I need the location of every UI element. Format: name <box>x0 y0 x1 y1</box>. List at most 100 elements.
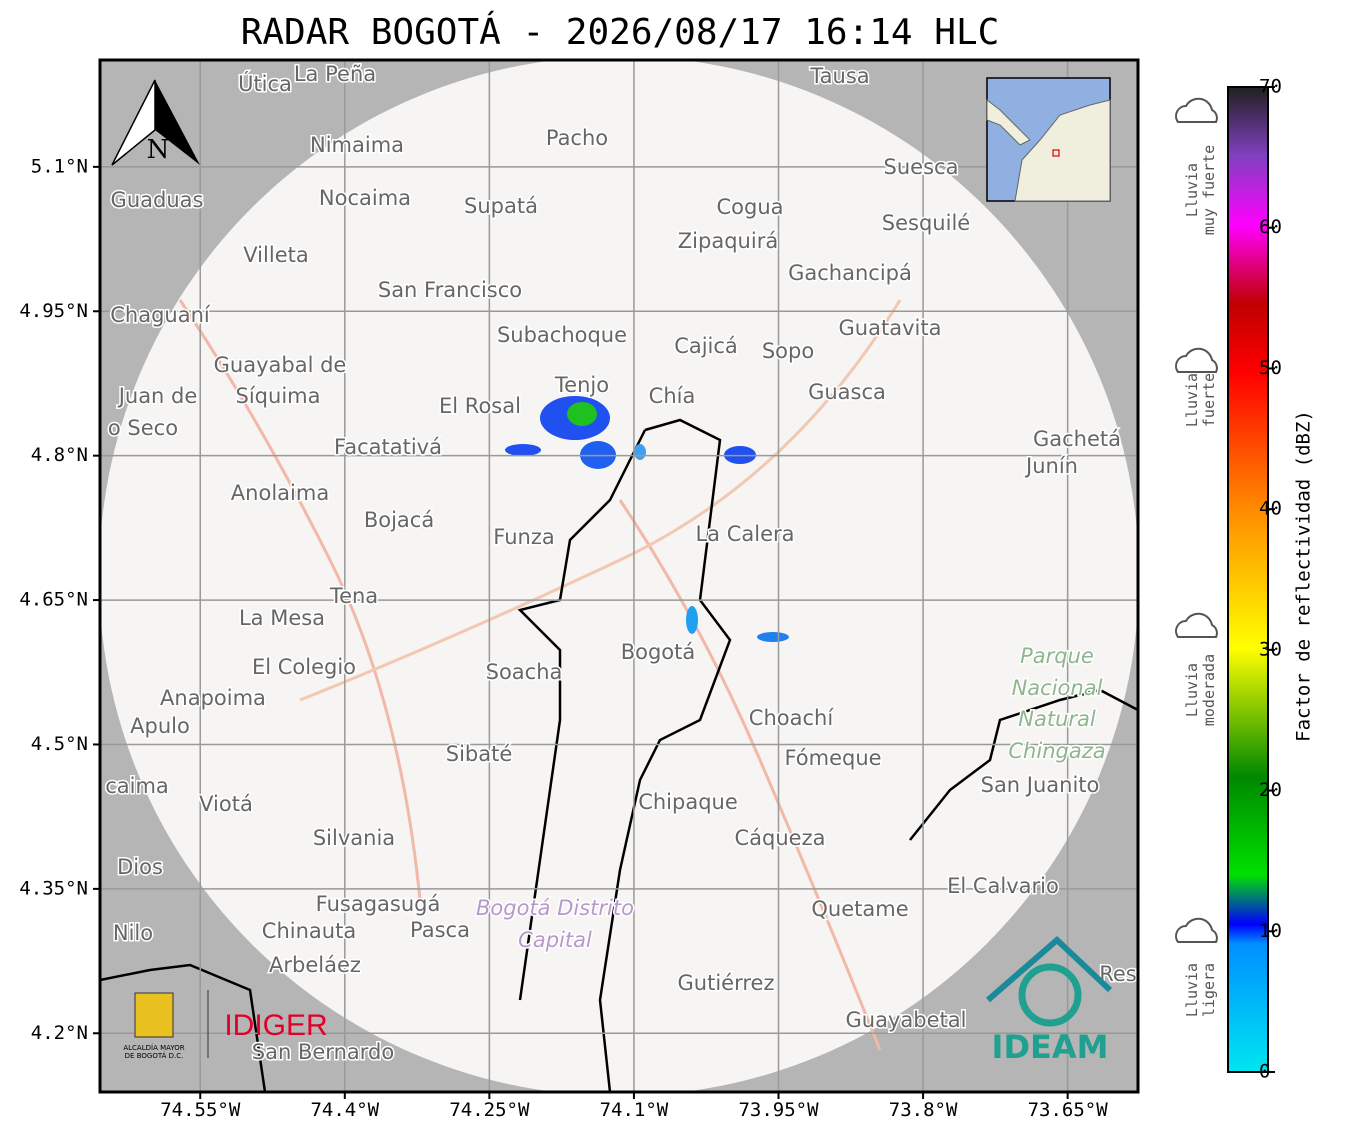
x-tick-label: 73.95°W <box>738 1099 819 1121</box>
place-label: Zipaquirá <box>678 229 778 253</box>
map-frame <box>98 58 1140 1094</box>
park-label: Chingaza <box>1008 739 1105 763</box>
rain-icon <box>1175 612 1218 638</box>
place-label: Fómeque <box>784 746 881 770</box>
x-tick-label: 74.4°W <box>310 1099 379 1121</box>
y-tick-label: 4.95°N <box>19 300 88 322</box>
place-label: Tenjo <box>554 373 609 397</box>
place-label: Sibaté <box>446 742 513 766</box>
colorbar-tick-label: 60 <box>1259 216 1282 238</box>
place-label: Apulo <box>130 714 190 738</box>
place-label: La Mesa <box>239 606 325 630</box>
rain-level: Lluvia muy fuerte <box>1175 97 1218 235</box>
place-label: Nimaima <box>310 133 404 157</box>
place-label: Facatativá <box>334 435 442 459</box>
colorbar <box>1227 86 1269 1073</box>
rain-level-label: Lluvia <box>1183 373 1201 427</box>
colorbar-tick-label: 10 <box>1259 920 1282 942</box>
place-label: La Peña <box>294 62 376 86</box>
rain-level-label: Lluvia <box>1183 663 1201 717</box>
place-label: Tausa <box>809 64 869 88</box>
x-tick-label: 73.65°W <box>1028 1099 1109 1121</box>
place-label: Juan de <box>117 384 198 408</box>
place-label: Sopo <box>762 339 814 363</box>
x-tick-label: 74.55°W <box>160 1099 241 1121</box>
place-label: Chipaque <box>638 790 738 814</box>
park-label: Parque <box>1020 644 1094 668</box>
y-tick-label: 4.35°N <box>19 877 88 899</box>
rain-level: Lluvia fuerte <box>1175 347 1218 427</box>
y-tick-label: 4.5°N <box>31 733 88 755</box>
y-tick-label: 4.65°N <box>19 589 88 611</box>
colorbar-tick-label: 70 <box>1259 76 1282 98</box>
place-label: El Rosal <box>439 394 521 418</box>
place-label: Funza <box>493 525 554 549</box>
place-label: Útica <box>238 71 292 96</box>
place-label: San Francisco <box>378 278 522 302</box>
place-label: Chaguaní <box>110 303 211 327</box>
colorbar-tick-label: 20 <box>1259 779 1282 801</box>
place-label: Gutiérrez <box>678 971 775 995</box>
place-label: Fusagasugá <box>316 892 441 916</box>
park-label: Natural <box>1018 707 1096 731</box>
alcaldia-logo-text: DE BOGOTÁ D.C. <box>125 1051 184 1060</box>
inset-map <box>986 77 1111 202</box>
place-label: Guatavita <box>839 316 942 340</box>
y-tick-label: 4.8°N <box>31 444 88 466</box>
rain-level-label: Lluvia <box>1183 163 1201 217</box>
place-label: Subachoque <box>497 323 627 347</box>
logos: ALCALDÍA MAYOR DE BOGOTÁ D.C. IDIGER IDE… <box>123 935 1113 1066</box>
place-label: Choachí <box>749 706 835 730</box>
district-label: Bogotá Distrito <box>476 896 634 920</box>
rain-level-label: ligera <box>1200 963 1218 1017</box>
place-label: Anapoima <box>160 686 266 710</box>
place-label: Cáqueza <box>735 826 826 850</box>
colorbar-tick-label: 30 <box>1259 638 1282 660</box>
rain-level-label: moderada <box>1200 654 1218 726</box>
place-label: Cogua <box>716 195 783 219</box>
place-label: Supatá <box>464 194 538 218</box>
place-label: Anolaima <box>231 481 329 505</box>
place-label: La Calera <box>695 522 794 546</box>
rain-icon <box>1175 97 1218 123</box>
alcaldia-logo-text: ALCALDÍA MAYOR <box>123 1043 184 1052</box>
district-label: Capital <box>518 928 592 952</box>
colorbar-tick-label: 40 <box>1259 498 1282 520</box>
place-label: o Seco <box>108 416 178 440</box>
x-tick-label: 74.1°W <box>600 1099 669 1121</box>
x-tick-label: 74.25°W <box>449 1099 530 1121</box>
colorbar-tick-label: 0 <box>1259 1061 1270 1083</box>
place-label: Quetame <box>811 897 908 921</box>
title: RADAR BOGOTÁ - 2026/08/17 16:14 HLC <box>241 11 1000 53</box>
ideam-logo: IDEAM <box>992 1028 1109 1066</box>
place-label: Guayabetal <box>846 1008 967 1032</box>
place-label: Chinauta <box>262 919 356 943</box>
y-tick-label: 5.1°N <box>31 155 88 177</box>
place-label: Guaduas <box>111 188 204 212</box>
place-label: Sesquilé <box>882 211 970 235</box>
place-label: San Bernardo <box>252 1040 394 1064</box>
north-label: N <box>147 135 170 165</box>
place-label: Pacho <box>546 126 608 150</box>
place-label: Arbeláez <box>269 953 361 977</box>
place-label: Dios <box>117 855 163 879</box>
place-label: Cajicá <box>674 334 738 358</box>
place-label: caima <box>105 774 169 798</box>
rain-level-label: muy fuerte <box>1200 145 1218 235</box>
radar-echoes <box>505 396 789 642</box>
place-label: Gachetá <box>1033 427 1121 451</box>
place-label: Junín <box>1024 454 1078 478</box>
place-label: Bogotá <box>621 640 696 664</box>
north-arrow: N <box>111 79 200 166</box>
place-label: Nilo <box>113 921 153 945</box>
idiger-logo: IDIGER <box>224 1009 327 1042</box>
rain-icon <box>1175 917 1218 943</box>
rain-level: Lluvia moderada <box>1175 612 1218 726</box>
place-label: Tena <box>329 584 378 608</box>
place-label: Guasca <box>808 380 886 404</box>
place-label: Pasca <box>410 918 470 942</box>
rain-level: Lluvia ligera <box>1175 917 1218 1017</box>
place-label: Suesca <box>884 155 959 179</box>
rain-level-label: fuerte <box>1200 373 1218 427</box>
